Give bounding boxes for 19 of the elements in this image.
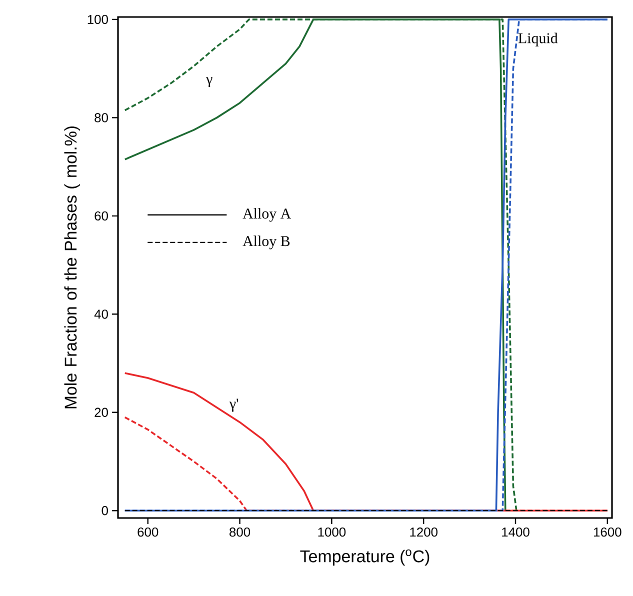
y-tick-label: 20 [94, 408, 108, 417]
annotation: γ' [229, 398, 238, 412]
x-tick-label: 1600 [594, 528, 622, 537]
y-tick-label: 80 [94, 113, 108, 122]
y-tick-label: 0 [102, 506, 108, 516]
annotation: γ [206, 77, 212, 88]
x-tick-label: 1000 [318, 528, 346, 537]
y-tick-label: 40 [94, 310, 108, 319]
x-axis-title: Temperature ($^{o}$C) [300, 550, 430, 566]
annotation: Alloy A [242, 208, 291, 222]
x-tick-label: 800 [230, 528, 250, 537]
x-tick-label: 1400 [502, 528, 530, 537]
y-tick-label: 100 [88, 14, 108, 24]
annotation: Alloy B [242, 236, 290, 250]
y-tick-label: 60 [94, 211, 108, 221]
annotation: Liquid [518, 32, 558, 46]
x-tick-label: 600 [138, 528, 158, 537]
x-tick-label: 1200 [410, 528, 438, 537]
y-axis-title: Mole Fraction of the Phases ( mol.%) [64, 126, 80, 408]
